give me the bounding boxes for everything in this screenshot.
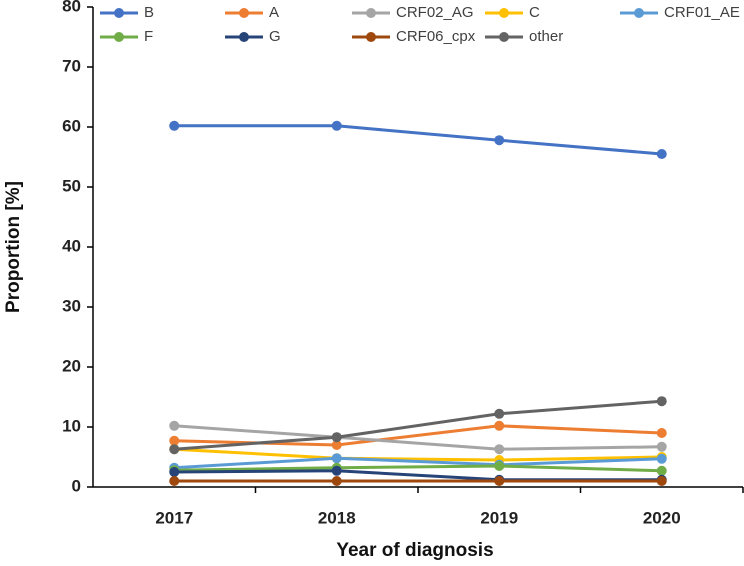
- point: [169, 120, 180, 131]
- legend-marker: [499, 32, 509, 42]
- series-line: [174, 456, 662, 470]
- point: [494, 420, 505, 431]
- point: [494, 476, 505, 486]
- point: [494, 135, 505, 146]
- point: [656, 149, 667, 159]
- y-axis-title: Proportion [%]: [3, 181, 24, 313]
- point: [331, 465, 342, 476]
- series-line: [174, 424, 662, 451]
- legend-label: other: [529, 28, 563, 45]
- point: [494, 461, 505, 471]
- legend-marker: [239, 8, 249, 18]
- legend-marker: [499, 8, 509, 18]
- y-tick-label: 80: [62, 0, 81, 15]
- point: [331, 120, 342, 131]
- legend-label: CRF01_AE: [664, 4, 740, 21]
- legend-label: C: [529, 4, 540, 21]
- point: [169, 420, 180, 431]
- point: [331, 432, 342, 443]
- legend-marker: [114, 8, 124, 18]
- legend-label: F: [144, 28, 153, 45]
- y-tick-label: 70: [62, 56, 81, 75]
- series-line: [174, 124, 662, 156]
- point: [656, 396, 667, 407]
- series-line: [174, 464, 662, 473]
- point: [331, 453, 342, 464]
- x-tick-label: 2018: [318, 508, 356, 527]
- point: [656, 465, 667, 476]
- y-tick-label: 60: [62, 116, 81, 135]
- x-tick-label: 2017: [155, 508, 193, 527]
- legend-marker: [366, 32, 376, 42]
- legend-label: CRF06_cpx: [396, 28, 476, 45]
- point: [494, 444, 505, 455]
- y-tick-label: 40: [62, 236, 81, 255]
- point: [331, 440, 342, 450]
- x-tick-label: 2019: [480, 508, 518, 527]
- y-tick-label: 0: [72, 476, 81, 495]
- point: [169, 467, 180, 477]
- point: [169, 435, 180, 446]
- series-line: [174, 469, 662, 482]
- legend-label: G: [269, 28, 281, 45]
- point: [656, 476, 667, 486]
- legend-label: CRF02_AG: [396, 4, 474, 21]
- point: [656, 428, 667, 438]
- x-axis-title: Year of diagnosis: [336, 540, 493, 561]
- y-tick-label: 50: [62, 176, 81, 195]
- point: [656, 453, 667, 464]
- point: [169, 476, 180, 486]
- point: [656, 441, 667, 452]
- y-tick-label: 10: [62, 416, 81, 435]
- legend-marker: [634, 8, 644, 18]
- legend-marker: [239, 32, 249, 42]
- series-line: [174, 399, 662, 451]
- legend-marker: [114, 32, 124, 42]
- point: [169, 444, 180, 455]
- point: [494, 408, 505, 419]
- legend-marker: [366, 8, 376, 18]
- point: [331, 476, 342, 486]
- legend-label: B: [144, 4, 154, 21]
- x-tick-label: 2020: [643, 508, 681, 527]
- legend-label: A: [269, 4, 279, 21]
- series-line: [174, 447, 662, 462]
- y-tick-label: 30: [62, 296, 81, 315]
- y-tick-label: 20: [62, 356, 81, 375]
